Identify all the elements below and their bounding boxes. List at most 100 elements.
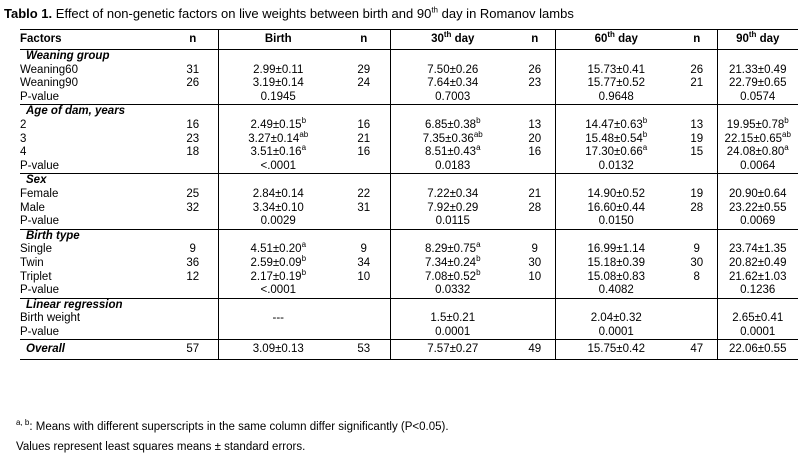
empty-cell bbox=[716, 228, 798, 244]
cell-day60-value: 15.08±0.83 bbox=[587, 270, 645, 283]
row-label: Weaning60 bbox=[20, 64, 168, 78]
cell-day60: 0.0150 bbox=[554, 215, 677, 230]
empty-cell bbox=[716, 49, 798, 64]
cell-n-90 bbox=[677, 312, 717, 326]
empty-cell bbox=[389, 104, 515, 119]
cell-birth-value: 3.09±0.13 bbox=[252, 343, 304, 356]
cell-birth-value: <.0001 bbox=[260, 159, 297, 172]
row-label: Twin bbox=[20, 257, 168, 271]
cell-day30: 7.92±0.29 bbox=[389, 201, 515, 216]
empty-cell bbox=[554, 173, 677, 188]
cell-n-60 bbox=[515, 91, 555, 105]
cell-n-30: 34 bbox=[338, 257, 390, 271]
cell-birth-value: 0.0029 bbox=[260, 215, 296, 228]
header-day60-unit: day bbox=[614, 33, 638, 45]
cell-birth: 0.1945 bbox=[217, 90, 338, 105]
header-day30-number: 30 bbox=[431, 33, 444, 45]
group-title: Age of dam, years bbox=[20, 104, 168, 119]
cell-n-60: 16 bbox=[515, 146, 555, 160]
cell-n-30 bbox=[338, 284, 390, 298]
cell-day60: 0.0001 bbox=[554, 325, 677, 340]
cell-n-birth-value: 31 bbox=[186, 63, 200, 76]
cell-day30-value: 7.22±0.34 bbox=[427, 187, 479, 200]
group-title: Linear regression bbox=[20, 297, 168, 313]
cell-day60: 15.18±0.39 bbox=[554, 256, 677, 271]
cell-day60: 0.9648 bbox=[554, 90, 677, 105]
header-day60: 60th day bbox=[554, 29, 677, 50]
row-label-value: Single bbox=[20, 243, 52, 256]
cell-day30-value: 7.08±0.52 bbox=[424, 270, 477, 283]
cell-birth: 0.0029 bbox=[217, 215, 338, 230]
header-day90-unit: day bbox=[756, 33, 780, 45]
cell-birth-value: 2.84±0.14 bbox=[252, 187, 304, 200]
cell-day60-value: 16.60±0.44 bbox=[587, 201, 645, 214]
cell-birth: 2.59±0.09b bbox=[217, 255, 338, 271]
empty-cell bbox=[217, 104, 338, 119]
table-caption: Tablo 1. Effect of non-genetic factors o… bbox=[4, 6, 574, 22]
cell-birth-value: --- bbox=[272, 312, 285, 325]
cell-n-90: 30 bbox=[677, 257, 717, 271]
cell-day30: 7.08±0.52b bbox=[389, 268, 515, 285]
cell-day60-value: 15.73±0.41 bbox=[587, 63, 645, 76]
cell-day30: 8.51±0.43a bbox=[389, 143, 515, 160]
cell-n-birth: 12 bbox=[168, 271, 218, 285]
cell-birth: 2.84±0.14 bbox=[217, 187, 338, 202]
empty-cell bbox=[168, 104, 218, 119]
cell-day90: 0.0069 bbox=[716, 215, 798, 230]
cell-day60: 2.04±0.32 bbox=[554, 312, 677, 326]
cell-day90-value: 21.33±0.49 bbox=[729, 63, 787, 76]
empty-cell bbox=[168, 228, 218, 244]
cell-day30-value: 0.7003 bbox=[435, 90, 471, 103]
cell-n-90-value: 28 bbox=[690, 201, 704, 214]
header-factors: Factors bbox=[20, 29, 168, 50]
cell-birth-value: 0.1945 bbox=[260, 90, 296, 103]
empty-cell bbox=[338, 104, 390, 119]
cell-day30-value: 7.50±0.26 bbox=[427, 63, 479, 76]
cell-birth: 3.51±0.16a bbox=[217, 144, 338, 160]
row-label-value: P-value bbox=[20, 325, 59, 338]
empty-cell bbox=[168, 50, 218, 64]
table-row: Single 9 4.51±0.20a 9 8.29±0.75a 9 16.99±1.14 9… bbox=[20, 241, 798, 257]
cell-day90: 0.0064 bbox=[716, 159, 798, 174]
group-header-row: Linear regression bbox=[20, 297, 798, 313]
cell-n-90: 28 bbox=[677, 202, 717, 216]
empty-cell bbox=[168, 297, 218, 313]
cell-day30-value: 0.0332 bbox=[435, 284, 471, 297]
cell-n-90: 19 bbox=[677, 188, 717, 202]
row-label-value: 2 bbox=[20, 118, 27, 131]
cell-n-90-value: 21 bbox=[690, 77, 704, 90]
cell-day90: 22.79±0.65 bbox=[716, 77, 798, 91]
cell-day60: 14.47±0.63b bbox=[554, 117, 677, 133]
header-day90-superscript: th bbox=[748, 30, 757, 40]
cell-day60: 15.75±0.42 bbox=[554, 339, 677, 361]
cell-n-birth: 26 bbox=[168, 77, 218, 91]
cell-n-birth: 25 bbox=[168, 188, 218, 202]
cell-day90: 0.0574 bbox=[716, 90, 798, 105]
cell-n-90-value: 9 bbox=[693, 243, 700, 256]
cell-n-90: 8 bbox=[677, 271, 717, 285]
row-label-value: Female bbox=[20, 187, 59, 200]
cell-n-birth-value: 23 bbox=[186, 132, 200, 145]
caption-text: Effect of non-genetic factors on live we… bbox=[52, 6, 432, 21]
cell-day30-value: 0.0183 bbox=[435, 159, 471, 172]
cell-n-90: 21 bbox=[677, 77, 717, 91]
cell-day90-value: 22.79±0.65 bbox=[729, 77, 787, 90]
overall-row: Overall 57 3.09±0.13 53 7.57±0.27 49 15.75±0.4… bbox=[20, 339, 798, 361]
header-n-60: n bbox=[515, 29, 555, 50]
group-title: Sex bbox=[20, 173, 168, 188]
cell-day30: 7.64±0.34 bbox=[389, 77, 515, 91]
table-row: 3 23 3.27±0.14ab 21 7.35±0.36ab 20 15.48±0.54b… bbox=[20, 130, 798, 147]
cell-birth: 3.27±0.14ab bbox=[217, 130, 338, 147]
row-label: P-value bbox=[20, 160, 168, 174]
cell-n-birth-value: 26 bbox=[186, 77, 200, 90]
cell-birth-value: 2.17±0.19 bbox=[250, 270, 302, 283]
cell-birth: <.0001 bbox=[217, 284, 338, 299]
cell-n-90-value: 47 bbox=[690, 343, 704, 356]
cell-day30-superscript: a bbox=[476, 143, 481, 153]
cell-n-30-value: 24 bbox=[357, 77, 371, 90]
cell-n-90-value: 19 bbox=[690, 132, 704, 145]
cell-day60-value: 15.75±0.42 bbox=[587, 343, 645, 356]
row-label-value: Weaning90 bbox=[20, 77, 78, 90]
group-header-row: Sex bbox=[20, 173, 798, 188]
empty-cell bbox=[554, 104, 677, 119]
